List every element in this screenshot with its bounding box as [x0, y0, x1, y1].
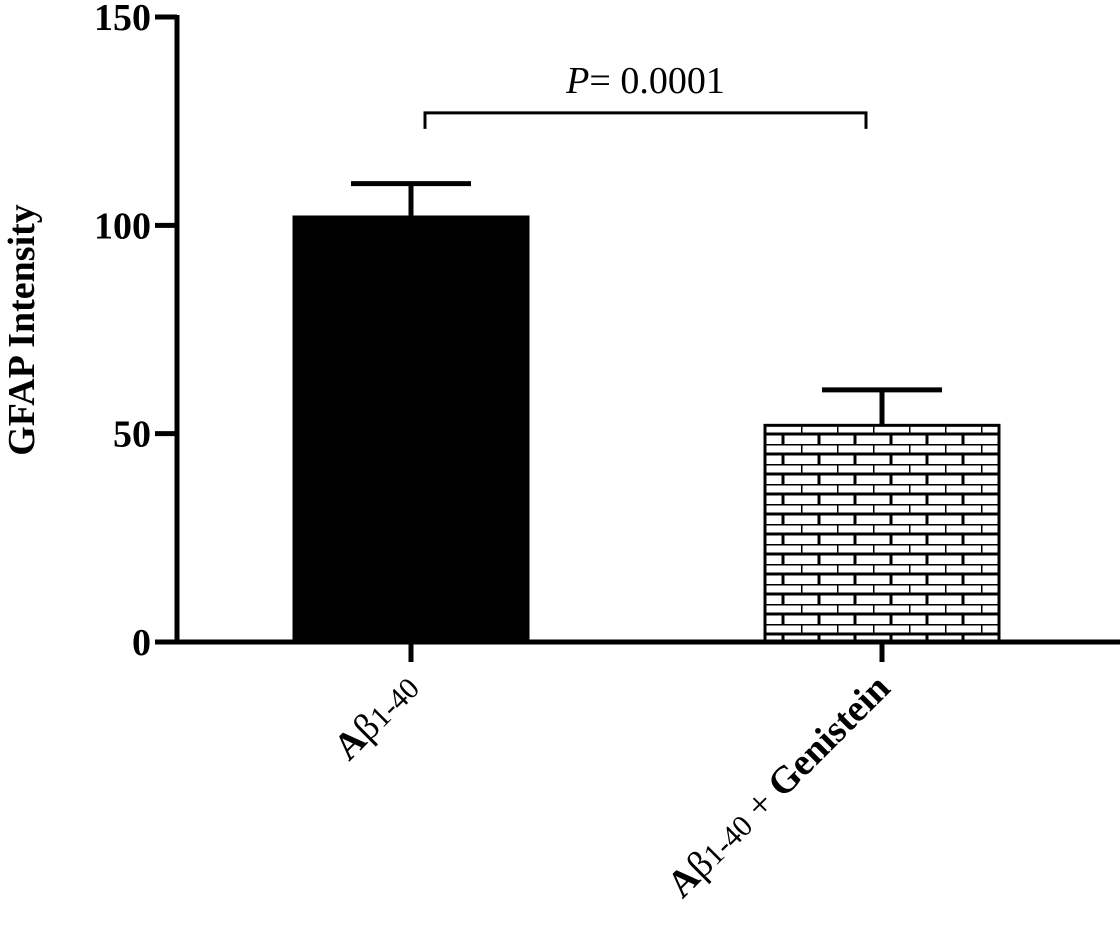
y-tick-label: 0: [132, 622, 151, 664]
y-axis-label: GFAP Intensity: [1, 204, 43, 456]
p-value-label: P= 0.0001: [565, 60, 725, 102]
p-value-text: = 0.0001: [589, 60, 724, 102]
y-tick-label: 150: [94, 0, 151, 39]
x-tick-label: Aβ1-40 + Genistein: [659, 667, 898, 906]
x-tick-label: Aβ1-40: [326, 667, 428, 769]
bar: [292, 215, 530, 644]
bar: [763, 423, 1001, 644]
y-tick-label: 50: [113, 414, 151, 456]
y-tick-label: 100: [94, 205, 151, 247]
significance-bracket: [423, 111, 868, 129]
significance-annotation: P= 0.0001: [423, 60, 868, 129]
p-symbol: P: [565, 60, 589, 102]
